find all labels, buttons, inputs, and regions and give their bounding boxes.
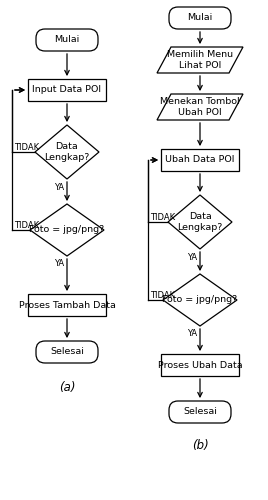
Text: Selesai: Selesai — [183, 408, 217, 416]
Text: TIDAK: TIDAK — [150, 212, 175, 222]
Polygon shape — [30, 204, 104, 256]
Text: Input Data POI: Input Data POI — [32, 86, 102, 94]
FancyBboxPatch shape — [169, 401, 231, 423]
Text: Menekan Tombol
Ubah POI: Menekan Tombol Ubah POI — [160, 98, 240, 116]
Text: Mulai: Mulai — [187, 14, 213, 22]
Text: Foto = jpg/png?: Foto = jpg/png? — [162, 296, 238, 304]
Text: Proses Ubah Data: Proses Ubah Data — [158, 360, 242, 370]
Polygon shape — [35, 125, 99, 179]
Text: Selesai: Selesai — [50, 348, 84, 356]
Text: Data
Lengkap?: Data Lengkap? — [44, 142, 90, 162]
Text: TIDAK: TIDAK — [150, 290, 175, 300]
FancyBboxPatch shape — [161, 354, 239, 376]
Text: Ubah Data POI: Ubah Data POI — [165, 156, 235, 164]
Polygon shape — [168, 195, 232, 249]
Text: (b): (b) — [192, 438, 209, 452]
Text: Foto = jpg/png?: Foto = jpg/png? — [29, 226, 105, 234]
Text: Data
Lengkap?: Data Lengkap? — [177, 212, 223, 232]
Text: TIDAK: TIDAK — [14, 142, 39, 152]
FancyBboxPatch shape — [169, 7, 231, 29]
Polygon shape — [163, 274, 237, 326]
Text: (a): (a) — [59, 382, 75, 394]
Text: TIDAK: TIDAK — [14, 220, 39, 230]
Text: Proses Tambah Data: Proses Tambah Data — [18, 300, 116, 310]
Text: YA: YA — [187, 330, 197, 338]
FancyBboxPatch shape — [28, 79, 106, 101]
Text: YA: YA — [54, 182, 64, 192]
Text: YA: YA — [187, 252, 197, 262]
Text: Memilih Menu
Lihat POI: Memilih Menu Lihat POI — [167, 50, 233, 70]
FancyBboxPatch shape — [161, 149, 239, 171]
Polygon shape — [157, 47, 243, 73]
FancyBboxPatch shape — [36, 341, 98, 363]
FancyBboxPatch shape — [36, 29, 98, 51]
Text: Mulai: Mulai — [54, 36, 80, 44]
Text: YA: YA — [54, 260, 64, 268]
FancyBboxPatch shape — [28, 294, 106, 316]
Polygon shape — [157, 94, 243, 120]
